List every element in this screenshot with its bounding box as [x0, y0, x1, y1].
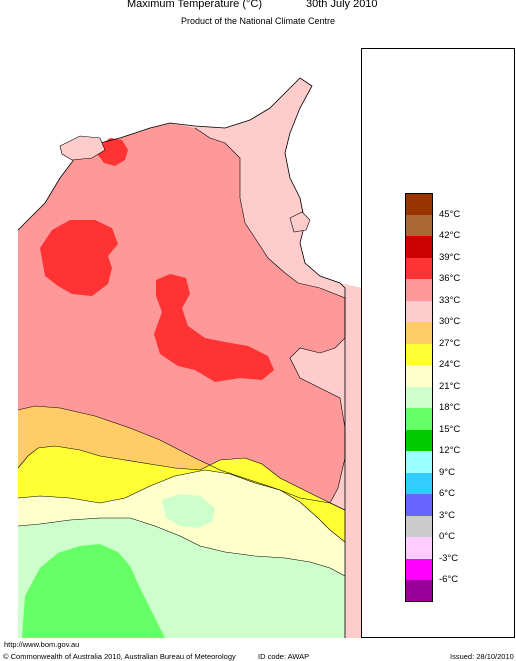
zone-15c: [22, 544, 165, 638]
legend-swatch: [405, 279, 433, 302]
legend-swatch: [405, 494, 433, 517]
map-panel: [0, 48, 362, 638]
legend-label: 27°C: [439, 337, 461, 349]
contour-lines: [17, 127, 346, 577]
zone-36c-central: [154, 274, 274, 382]
legend-swatch: [405, 408, 433, 431]
zone-36c-north: [98, 138, 128, 166]
zone-36c-west: [40, 220, 118, 296]
legend-label: 18°C: [439, 402, 461, 414]
legend-swatch: [405, 515, 433, 538]
zone-18c-island: [162, 494, 215, 528]
footer-url[interactable]: http://www.bom.gov.au: [4, 640, 80, 649]
temperature-map: [0, 48, 361, 638]
legend-swatch: [405, 236, 433, 259]
title-row: Maximum Temperature (°C) 30th July 2010: [0, 0, 516, 14]
legend-label: 33°C: [439, 294, 461, 306]
legend-swatch: [405, 300, 433, 323]
legend-label: 45°C: [439, 208, 461, 220]
legend-swatch: [405, 343, 433, 366]
legend-label: 0°C: [439, 531, 455, 543]
legend-label: 24°C: [439, 359, 461, 371]
footer-issued: Issued: 28/10/2010: [450, 652, 514, 661]
map-date: 30th July 2010: [306, 0, 378, 10]
legend-label: 21°C: [439, 380, 461, 392]
footer-id-code: ID code: AWAP: [258, 652, 310, 661]
legend-swatch: [405, 558, 433, 581]
map-title: Maximum Temperature (°C): [127, 0, 263, 10]
footer-copyright: © Commonwealth of Australia 2010, Austra…: [3, 652, 236, 661]
legend-label: 39°C: [439, 251, 461, 263]
legend-label: -6°C: [439, 574, 459, 586]
legend-swatch: [405, 451, 433, 474]
legend-swatch: [405, 386, 433, 409]
legend-label: 30°C: [439, 316, 461, 328]
legend-swatch: [405, 257, 433, 280]
legend-label: 9°C: [439, 466, 455, 478]
legend-label: 15°C: [439, 423, 461, 435]
legend-swatch: [405, 429, 433, 452]
legend-swatch: [405, 580, 433, 603]
legend-swatch: [405, 193, 433, 216]
legend-swatch: [405, 365, 433, 388]
legend-swatch: [405, 322, 433, 345]
legend-label: -3°C: [439, 552, 459, 564]
legend-swatch: [405, 214, 433, 237]
legend-label: 3°C: [439, 509, 455, 521]
tiwi-islands: [59, 135, 106, 161]
legend-label: 42°C: [439, 230, 461, 242]
legend-label: 36°C: [439, 273, 461, 285]
groote-island: [289, 211, 311, 233]
map-subtitle: Product of the National Climate Centre: [180, 16, 336, 26]
legend-swatch: [405, 472, 433, 495]
legend-label: 12°C: [439, 445, 461, 457]
legend-label: 6°C: [439, 488, 455, 500]
legend-swatch: [405, 537, 433, 560]
